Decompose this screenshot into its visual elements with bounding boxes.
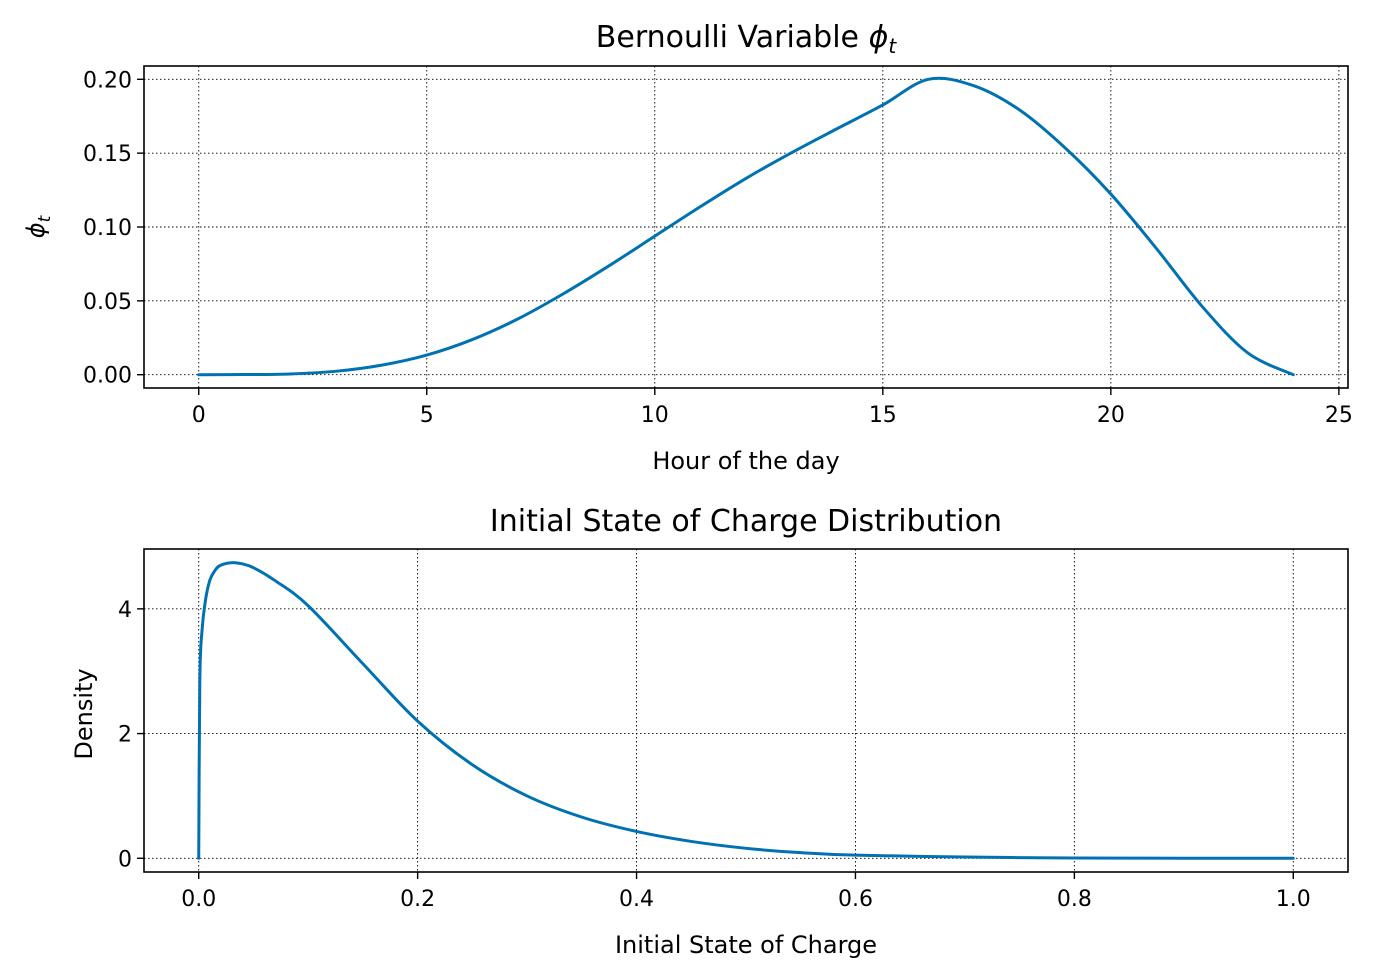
soc-chart-series (197, 561, 1295, 860)
soc-chart-xtick-label: 0.8 (1057, 887, 1092, 912)
soc-chart-xtick-label: 0.0 (181, 887, 216, 912)
soc-chart-title: Initial State of Charge Distribution (490, 504, 1002, 539)
phi-chart-ytick-label: 0.20 (83, 68, 132, 93)
soc-chart-ticks: 0.0 0.2 0.4 0.6 0.8 1.0 0 2 4 (118, 598, 1311, 912)
phi-chart-ytick-label: 0.15 (83, 142, 132, 167)
phi-chart: Bernoulli Variable ϕt 0 5 10 15 20 25 0.00 0.05… (22, 20, 1353, 475)
soc-chart-xtick-label: 0.2 (400, 887, 435, 912)
phi-chart-xtick-label: 0 (192, 403, 206, 428)
phi-chart-xtick-label: 5 (420, 403, 434, 428)
soc-chart-ytick-label: 2 (118, 723, 132, 748)
phi-chart-frame (143, 65, 1349, 389)
soc-chart-xtick-label: 0.6 (838, 887, 873, 912)
soc-chart: Initial State of Charge Distribution 0.0… (70, 504, 1349, 959)
phi-chart-xtick-label: 15 (869, 403, 897, 428)
phi-chart-xtick-label: 10 (641, 403, 669, 428)
soc-chart-series-line (197, 561, 1295, 860)
phi-chart-ytick-label: 0.05 (83, 290, 132, 315)
soc-chart-ytick-label: 4 (118, 598, 132, 623)
soc-chart-xtick-label: 1.0 (1276, 887, 1311, 912)
phi-chart-ytick-label: 0.10 (83, 216, 132, 241)
phi-chart-xlabel: Hour of the day (652, 447, 839, 475)
phi-chart-series-line (197, 76, 1295, 377)
soc-chart-ylabel: Density (70, 668, 98, 759)
soc-chart-xlabel: Initial State of Charge (615, 931, 877, 959)
soc-chart-frame (143, 548, 1349, 873)
phi-chart-ylabel: ϕt (22, 214, 55, 238)
phi-chart-grid (144, 66, 1348, 388)
phi-chart-xtick-label: 25 (1325, 403, 1353, 428)
phi-chart-xtick-label: 20 (1097, 403, 1125, 428)
soc-chart-grid (144, 549, 1348, 872)
phi-chart-title: Bernoulli Variable ϕt (596, 20, 898, 58)
phi-chart-series (197, 76, 1295, 377)
soc-chart-xtick-label: 0.4 (619, 887, 654, 912)
phi-chart-ticks: 0 5 10 15 20 25 0.00 0.05 0.10 0.15 0.20 (83, 68, 1353, 428)
phi-chart-ytick-label: 0.00 (83, 364, 132, 389)
soc-chart-ytick-label: 0 (118, 847, 132, 872)
